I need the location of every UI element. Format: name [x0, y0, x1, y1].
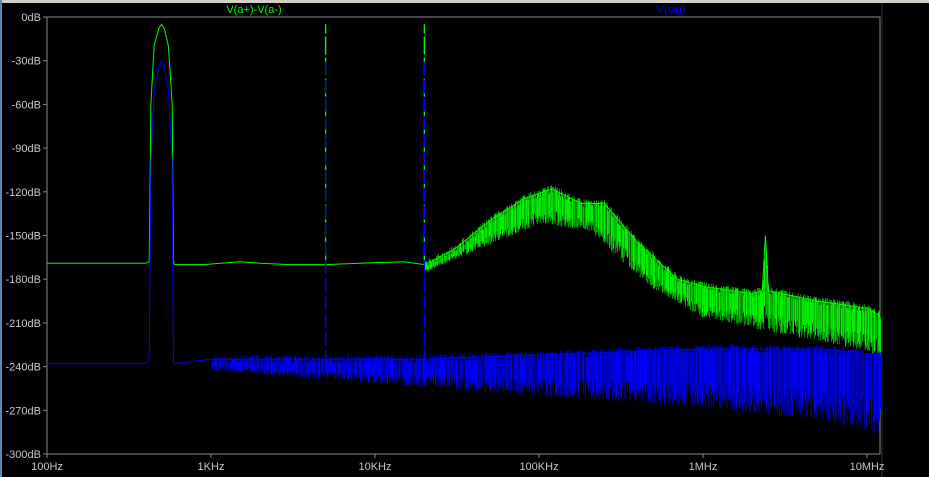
- y-tick-label: -60dB: [12, 99, 41, 111]
- y-tick-label: -240dB: [6, 362, 41, 374]
- plot-area-border: [46, 16, 881, 455]
- x-tick-label: 1KHz: [198, 461, 225, 473]
- series-envelope-line: [47, 23, 881, 317]
- x-tick-label: 10MHz: [850, 461, 885, 473]
- window-left-border: [0, 0, 2, 477]
- series-noise-band: [424, 185, 881, 355]
- window-right-edge: [881, 0, 883, 477]
- y-tick-label: 0dB: [21, 12, 41, 24]
- window-right-cap: [881, 0, 929, 3]
- window-top-border: [0, 0, 929, 3]
- x-tick-label: 100Hz: [31, 461, 63, 473]
- x-tick-label: 100KHz: [519, 461, 558, 473]
- y-tick-label: -180dB: [6, 274, 41, 286]
- window-right-margin: [881, 0, 929, 477]
- y-tick-label: -300dB: [6, 449, 41, 461]
- x-tick-label: 10KHz: [358, 461, 391, 473]
- series-envelope-line: [47, 59, 881, 365]
- y-tick-label: -210dB: [6, 318, 41, 330]
- y-tick-label: -150dB: [6, 231, 41, 243]
- axes-group: 0dB -30dB -60dB -90dB -120dB -150dB -180dB -210…: [6, 12, 885, 473]
- legend: V(a+)-V(a-) V(sig): [226, 4, 685, 16]
- series-noise-band: [211, 344, 881, 433]
- legend-entry-v-sig: V(sig): [657, 4, 686, 16]
- x-tick-label: 1MHz: [689, 461, 718, 473]
- y-tick-label: -270dB: [6, 405, 41, 417]
- y-tick-label: -90dB: [12, 143, 41, 155]
- y-tick-label: -120dB: [6, 187, 41, 199]
- y-tick-label: -30dB: [12, 56, 41, 68]
- series-layer: [47, 23, 881, 433]
- legend-entry-v-a-diff: V(a+)-V(a-): [226, 4, 281, 16]
- series-v-sig: [47, 57, 881, 433]
